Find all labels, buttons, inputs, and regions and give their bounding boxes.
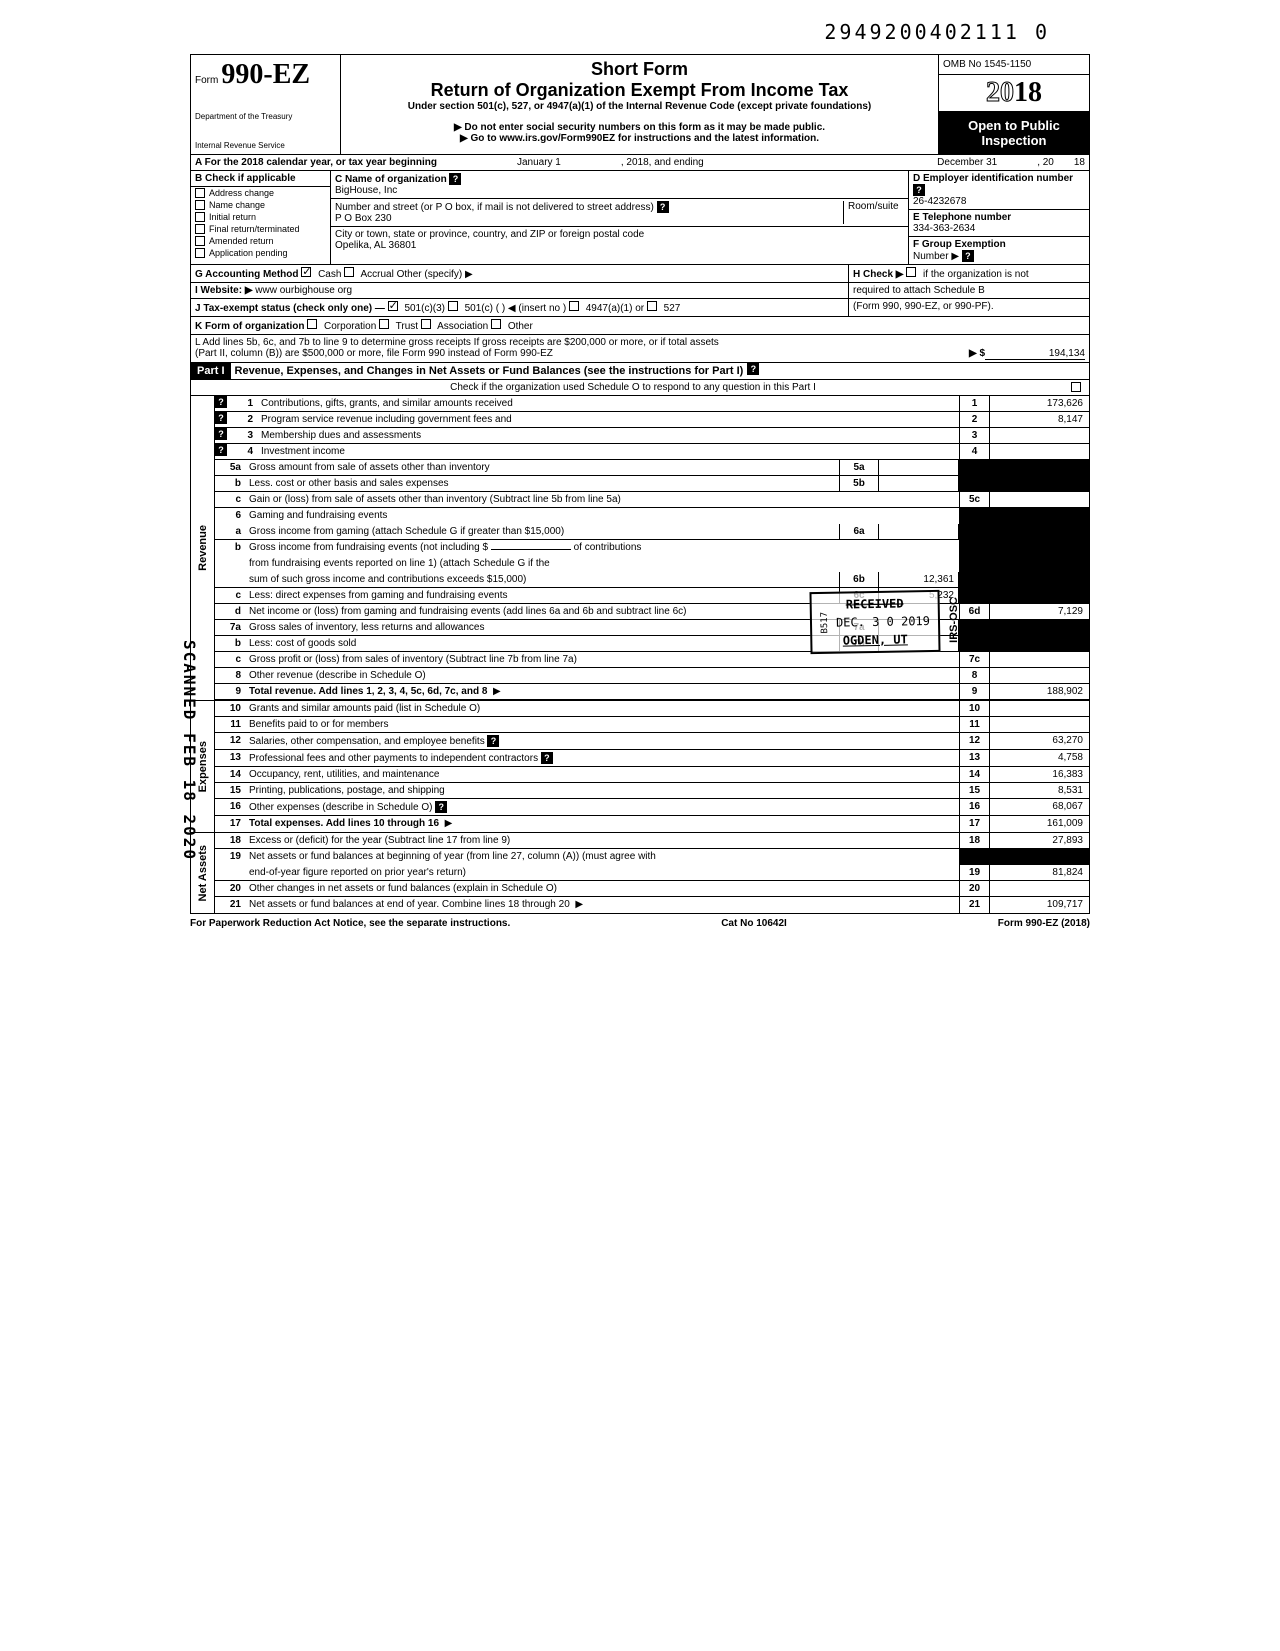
col-b-header: B Check if applicable	[191, 171, 330, 187]
ein: 26-4232678	[913, 196, 966, 207]
chk-cash[interactable]	[301, 267, 311, 277]
chk-pending[interactable]: Application pending	[191, 247, 330, 259]
row-k: K Form of organization Corporation Trust…	[190, 317, 1090, 335]
chk-assoc[interactable]	[421, 319, 431, 329]
open-public-badge: Open to Public Inspection	[939, 112, 1089, 154]
help-icon[interactable]: ?	[913, 184, 925, 196]
help-icon[interactable]: ?	[215, 412, 227, 424]
help-icon[interactable]: ?	[215, 396, 227, 408]
omb-number: OMB No 1545-1150	[939, 55, 1089, 75]
short-form-title: Short Form	[349, 59, 930, 80]
row-a-end1: December 31	[937, 157, 997, 168]
footer-left: For Paperwork Reduction Act Notice, see …	[190, 918, 510, 929]
part1-label: Part I	[191, 363, 231, 379]
chk-accrual[interactable]	[344, 267, 354, 277]
main-table: Revenue ?1Contributions, gifts, grants, …	[190, 396, 1090, 914]
do-not-enter: ▶ Do not enter social security numbers o…	[349, 122, 930, 133]
header-right: OMB No 1545-1150 2018 Open to Public Ins…	[939, 55, 1089, 154]
chk-501c[interactable]	[448, 301, 458, 311]
help-icon[interactable]: ?	[747, 363, 759, 375]
gross-receipts: 194,134	[985, 348, 1085, 360]
chk-other[interactable]	[491, 319, 501, 329]
scanned-stamp: SCANNED FEB 18 2020	[180, 640, 199, 861]
revenue-side-label: Revenue	[197, 525, 209, 571]
chk-address[interactable]: Address change	[191, 187, 330, 199]
row-l: L Add lines 5b, 6c, and 7b to line 9 to …	[190, 335, 1090, 363]
org-name: BigHouse, Inc	[335, 185, 397, 196]
part1-header: Part I Revenue, Expenses, and Changes in…	[190, 363, 1090, 380]
addr-row: Number and street (or P O box, if mail i…	[331, 199, 908, 227]
chk-name[interactable]: Name change	[191, 199, 330, 211]
col-c: C Name of organization ? BigHouse, Inc N…	[331, 171, 909, 264]
col-d: D Employer identification number ? 26-42…	[909, 171, 1089, 264]
chk-4947[interactable]	[569, 301, 579, 311]
chk-amended[interactable]: Amended return	[191, 235, 330, 247]
chk-schedule-o[interactable]	[1071, 382, 1081, 392]
row-j: J Tax-exempt status (check only one) — 5…	[190, 299, 1090, 317]
name-row: C Name of organization ? BigHouse, Inc	[331, 171, 908, 199]
chk-527[interactable]	[647, 301, 657, 311]
header-center: Short Form Return of Organization Exempt…	[341, 55, 939, 154]
help-icon[interactable]: ?	[215, 444, 227, 456]
part1-check-row: Check if the organization used Schedule …	[190, 380, 1090, 396]
return-title: Return of Organization Exempt From Incom…	[349, 80, 930, 101]
form-number: 990-EZ	[221, 59, 310, 90]
row-a-mid: January 1	[517, 157, 561, 168]
phone: 334-363-2634	[913, 223, 975, 234]
irs-osc-stamp: IRS-OSC	[948, 597, 960, 643]
help-icon[interactable]: ?	[487, 735, 499, 747]
dept-line2: Internal Revenue Service	[195, 141, 336, 150]
footer-center: Cat No 10642I	[721, 918, 787, 929]
chk-initial[interactable]: Initial return	[191, 211, 330, 223]
chk-h[interactable]	[906, 267, 916, 277]
city-row: City or town, state or province, country…	[331, 227, 908, 253]
row-a: A For the 2018 calendar year, or tax yea…	[190, 155, 1090, 171]
row-a-end2: , 20	[1037, 157, 1054, 168]
chk-final[interactable]: Final return/terminated	[191, 223, 330, 235]
row-a-label: A For the 2018 calendar year, or tax yea…	[195, 157, 437, 168]
col-b: B Check if applicable Address change Nam…	[191, 171, 331, 264]
website: www ourbighouse org	[255, 285, 352, 296]
form-header: Form 990-EZ Department of the Treasury I…	[190, 54, 1090, 155]
form-page: 2949200402111 0 Form 990-EZ Department o…	[190, 20, 1090, 933]
help-icon[interactable]: ?	[215, 428, 227, 440]
open-public-1: Open to Public	[941, 118, 1087, 133]
row-g: G Accounting Method Cash Accrual Other (…	[190, 265, 1090, 283]
room-suite: Room/suite	[844, 201, 904, 224]
help-icon[interactable]: ?	[962, 250, 974, 262]
chk-corp[interactable]	[307, 319, 317, 329]
received-stamp: RECEIVED B517 DEC. 3 0 2019 OGDEN, UT	[810, 590, 941, 654]
header-left: Form 990-EZ Department of the Treasury I…	[191, 55, 341, 154]
dept-line1: Department of the Treasury	[195, 112, 336, 121]
under-section: Under section 501(c), 527, or 4947(a)(1)…	[349, 101, 930, 112]
part1-title: Revenue, Expenses, and Changes in Net As…	[231, 363, 748, 379]
open-public-2: Inspection	[941, 133, 1087, 148]
help-icon[interactable]: ?	[449, 173, 461, 185]
row-a-end3: 18	[1074, 157, 1085, 168]
org-address: P O Box 230	[335, 213, 392, 224]
help-icon[interactable]: ?	[435, 801, 447, 813]
row-a-mid2: , 2018, and ending	[621, 157, 704, 168]
help-icon[interactable]: ?	[541, 752, 553, 764]
row-i: I Website: ▶ www ourbighouse org require…	[190, 283, 1090, 299]
group-row: F Group Exemption Number ▶ ?	[909, 237, 1089, 264]
document-number: 2949200402111 0	[190, 20, 1090, 44]
chk-501c3[interactable]	[388, 301, 398, 311]
help-icon[interactable]: ?	[657, 201, 669, 213]
chk-trust[interactable]	[379, 319, 389, 329]
footer: For Paperwork Reduction Act Notice, see …	[190, 914, 1090, 933]
org-city: Opelika, AL 36801	[335, 240, 416, 251]
goto-text: ▶ Go to www.irs.gov/Form990EZ for instru…	[349, 133, 930, 144]
section-bc: B Check if applicable Address change Nam…	[190, 171, 1090, 265]
phone-row: E Telephone number 334-363-2634	[909, 210, 1089, 237]
ein-row: D Employer identification number ? 26-42…	[909, 171, 1089, 210]
tax-year: 2018	[939, 75, 1089, 112]
form-prefix: Form	[195, 75, 218, 86]
footer-right: Form 990-EZ (2018)	[998, 918, 1090, 929]
